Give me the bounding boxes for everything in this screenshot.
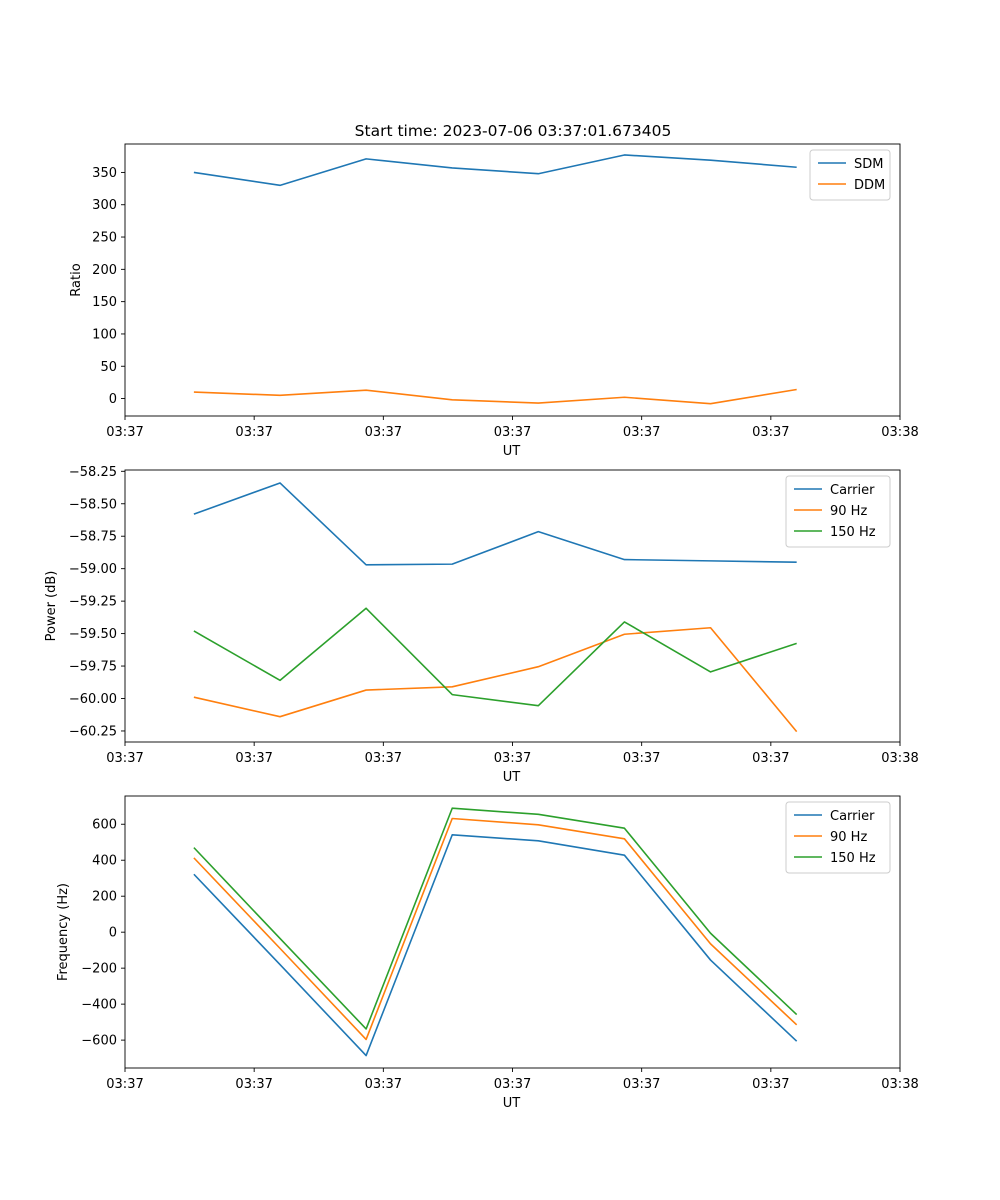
power-series-carrier-line (193, 482, 797, 566)
frequency-legend-label-carrier: Carrier (830, 809, 875, 824)
frequency-x-tick-label: 03:37 (235, 1077, 272, 1092)
ratio-x-tick-label: 03:38 (881, 425, 918, 440)
frequency-y-tick-label: 200 (92, 890, 117, 905)
frequency-x-axis-label: UT (503, 1096, 521, 1111)
power-y-tick-label: −58.50 (69, 497, 117, 512)
power-series-90-hz-line (193, 626, 798, 733)
ratio-x-tick-label: 03:37 (106, 425, 143, 440)
power-y-tick-label: −58.75 (69, 530, 117, 545)
power-legend-label-carrier: Carrier (830, 483, 875, 498)
frequency-x-tick-label: 03:37 (365, 1077, 402, 1092)
ratio-panel: 03:37 03:37 03:37 03:37 03:37 03:37 03:38 0 50 10… (69, 143, 919, 459)
ratio-y-tick-label: 100 (92, 327, 117, 342)
power-y-tick-label: −58.25 (69, 465, 117, 480)
frequency-legend-label-150-hz: 150 Hz (830, 851, 876, 866)
frequency-y-tick-label: 0 (109, 926, 117, 941)
frequency-x-tick-label: 03:37 (752, 1077, 789, 1092)
frequency-legend-label-90-hz: 90 Hz (830, 830, 867, 845)
ratio-legend-label-ddm: DDM (854, 178, 885, 193)
power-x-tick-label: 03:37 (752, 751, 789, 766)
ratio-series-ddm-line (193, 388, 797, 405)
ratio-y-tick-label: 200 (92, 263, 117, 278)
frequency-legend-box (785, 801, 891, 874)
ratio-y-tick-label: 250 (92, 231, 117, 246)
ratio-x-axis-label: UT (503, 444, 521, 459)
ratio-x-tick-label: 03:37 (752, 425, 789, 440)
frequency-series-90-hz-line (193, 817, 798, 1041)
frequency-y-tick-label: −200 (81, 962, 117, 977)
figure-title: Start time: 2023-07-06 03:37:01.673405 (355, 122, 672, 140)
frequency-x-tick-label: 03:37 (494, 1077, 531, 1092)
frequency-series-150-hz-line (193, 807, 798, 1030)
power-series-150-hz-line (193, 607, 797, 707)
ratio-x-tick-label: 03:37 (494, 425, 531, 440)
ratio-x-tick-label: 03:37 (623, 425, 660, 440)
power-legend-label-90-hz: 90 Hz (830, 504, 867, 519)
frequency-series-carrier-line (193, 834, 798, 1057)
ratio-series-sdm-line (193, 154, 797, 187)
frequency-y-axis-label: Frequency (Hz) (56, 883, 71, 981)
power-x-tick-label: 03:38 (881, 751, 918, 766)
ratio-y-tick-label: 350 (92, 166, 117, 181)
frequency-y-tick-label: −600 (81, 1034, 117, 1049)
power-legend-label-150-hz: 150 Hz (830, 525, 876, 540)
frequency-x-tick-label: 03:38 (881, 1077, 918, 1092)
frequency-x-tick-label: 03:37 (106, 1077, 143, 1092)
ratio-y-tick-label: 0 (109, 392, 117, 407)
ratio-legend-label-sdm: SDM (854, 157, 883, 172)
frequency-y-tick-label: −400 (81, 998, 117, 1013)
power-x-tick-label: 03:37 (365, 751, 402, 766)
power-y-axis-label: Power (dB) (44, 571, 59, 642)
power-y-tick-label: −60.00 (69, 692, 117, 707)
power-x-tick-label: 03:37 (494, 751, 531, 766)
frequency-y-tick-label: 400 (92, 854, 117, 869)
frequency-y-tick-label: 600 (92, 818, 117, 833)
ratio-y-tick-label: 150 (92, 295, 117, 310)
power-y-tick-label: −59.50 (69, 627, 117, 642)
frequency-x-tick-label: 03:37 (623, 1077, 660, 1092)
ratio-y-tick-label: 300 (92, 198, 117, 213)
power-x-axis-label: UT (503, 770, 521, 785)
power-x-tick-label: 03:37 (106, 751, 143, 766)
frequency-panel: 03:37 03:37 03:37 03:37 03:37 03:37 03:38 −600 −… (56, 795, 919, 1111)
power-x-tick-label: 03:37 (235, 751, 272, 766)
power-legend-box (785, 475, 891, 548)
ratio-y-axis-label: Ratio (69, 263, 84, 296)
power-x-tick-label: 03:37 (623, 751, 660, 766)
power-y-tick-label: −59.25 (69, 595, 117, 610)
ratio-x-tick-label: 03:37 (235, 425, 272, 440)
power-y-tick-label: −59.00 (69, 562, 117, 577)
power-y-tick-label: −60.25 (69, 724, 117, 739)
power-panel: 03:37 03:37 03:37 03:37 03:37 03:37 03:38 −60.2… (44, 465, 919, 785)
ratio-x-tick-label: 03:37 (365, 425, 402, 440)
ratio-y-tick-label: 50 (100, 360, 117, 375)
power-y-tick-label: −59.75 (69, 660, 117, 675)
